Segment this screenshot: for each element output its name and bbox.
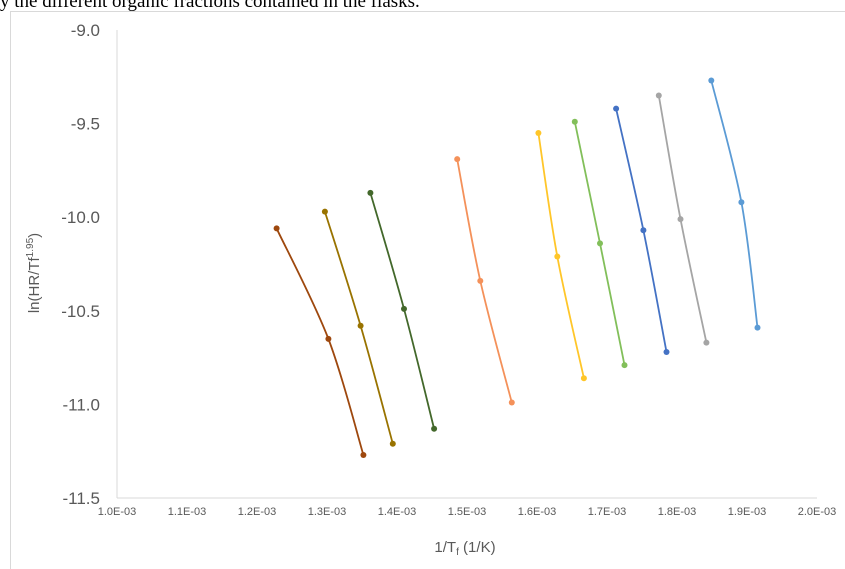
data-point: [431, 425, 438, 432]
x-tick-label: 1.5E-03: [448, 506, 487, 518]
y-tick-label: -9.5: [71, 115, 100, 134]
data-point: [454, 156, 461, 163]
series-line: [537, 132, 585, 379]
caption-fragment: y the different organic fractions contai…: [0, 0, 420, 12]
x-tick-label: 1.8E-03: [658, 506, 697, 518]
series-line: [710, 80, 759, 328]
data-point: [708, 77, 715, 84]
data-point: [580, 375, 587, 382]
x-tick-label: 1.1E-03: [168, 506, 207, 518]
data-point: [357, 322, 364, 329]
x-tick-label: 2.0E-03: [798, 506, 837, 518]
data-point: [389, 440, 396, 447]
data-point: [367, 189, 374, 196]
data-point: [535, 129, 542, 136]
data-point: [325, 335, 332, 342]
data-point: [613, 105, 620, 112]
y-tick-label: -9.0: [71, 21, 100, 40]
data-point: [597, 240, 603, 247]
data-point: [703, 339, 710, 346]
data-point: [321, 208, 328, 215]
x-tick-label: 1.6E-03: [518, 506, 557, 518]
data-point: [663, 348, 670, 355]
data-point: [401, 305, 407, 312]
data-point: [621, 362, 628, 369]
data-point: [640, 227, 647, 234]
y-tick-label: -10.0: [61, 208, 100, 227]
series-9: [708, 77, 761, 331]
series-7: [613, 105, 670, 355]
data-point: [508, 399, 515, 406]
data-point: [554, 253, 561, 260]
data-point: [655, 92, 662, 99]
series-line: [275, 228, 365, 456]
x-tick-label: 1.4E-03: [378, 506, 417, 518]
x-tick-label: 1.7E-03: [588, 506, 627, 518]
y-tick-label: -10.5: [61, 302, 100, 321]
tick-labels: -9.0 -9.5 -10.0 -10.5 -11.0 -11.51.0E-03 1.1E-…: [61, 21, 836, 518]
data-point: [477, 277, 484, 284]
data-point: [677, 216, 684, 223]
series-6: [571, 118, 628, 369]
series-8: [655, 92, 710, 346]
data-point: [360, 451, 367, 458]
series-4: [454, 156, 515, 406]
y-tick-label: -11.5: [63, 489, 101, 508]
series-3: [367, 189, 438, 432]
x-tick-label: 1.9E-03: [728, 506, 767, 518]
data-point: [754, 324, 761, 331]
x-tick-label: 1.0E-03: [98, 506, 137, 518]
data-point: [738, 199, 745, 206]
data-point: [273, 225, 280, 232]
x-tick-label: 1.2E-03: [238, 506, 277, 518]
series-1: [273, 225, 367, 458]
x-tick-label: 1.3E-03: [308, 506, 347, 518]
chart-frame: [10, 11, 845, 569]
y-tick-label: -11.0: [63, 395, 101, 414]
data-point: [571, 118, 578, 125]
series-2: [321, 208, 396, 447]
x-axis-title: 1/Tf (1/K): [434, 539, 495, 558]
series-line: [456, 159, 513, 403]
series-group: [273, 77, 761, 458]
series-5: [535, 129, 587, 382]
y-axis-title: ln(HR/Tf1.95): [25, 233, 43, 313]
axes: [116, 30, 817, 499]
